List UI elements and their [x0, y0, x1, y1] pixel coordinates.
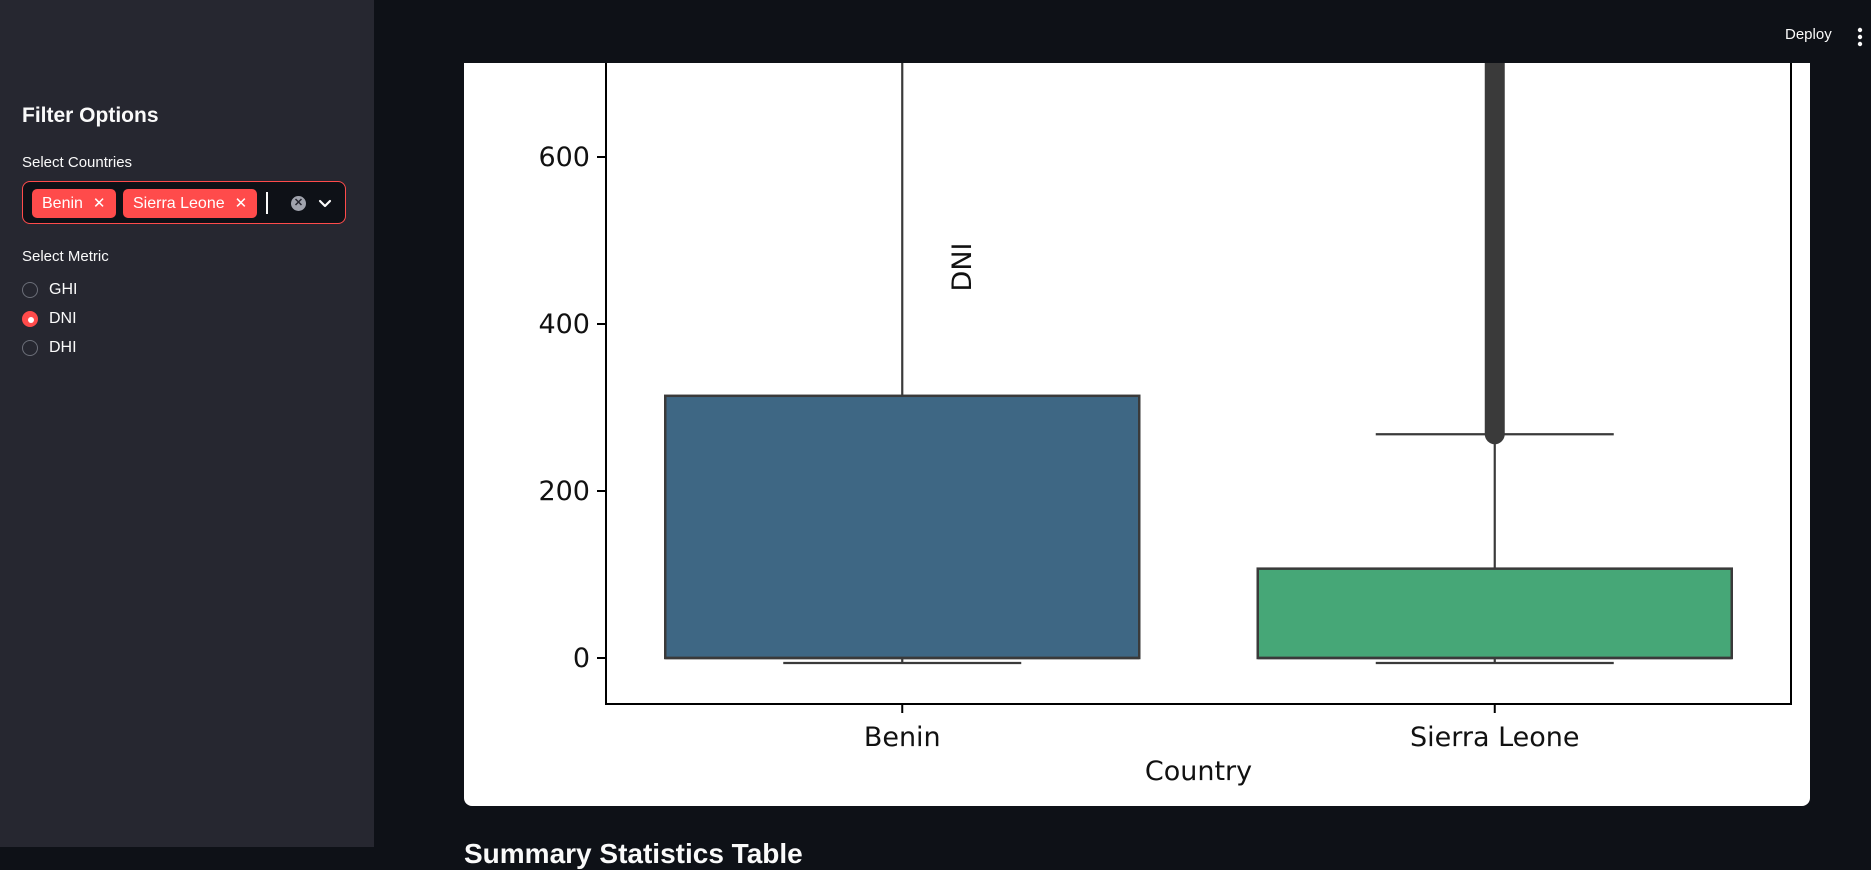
chip-label: Sierra Leone	[133, 195, 225, 212]
sidebar: Filter Options Select Countries Benin ✕ S…	[0, 0, 374, 847]
y-tick-label: 400	[538, 309, 590, 340]
y-tick-label: 600	[538, 142, 590, 173]
deploy-button[interactable]: Deploy	[1785, 26, 1832, 43]
chart-card: Benin Sierra Leone 0 200 400 600 Country DNI	[464, 0, 1810, 806]
chip-benin: Benin ✕	[32, 189, 116, 218]
radio-circle[interactable]	[22, 340, 38, 356]
y-axis-label: DNI	[947, 243, 978, 292]
dni-boxplot: Benin Sierra Leone 0 200 400 600 Country DNI	[538, 0, 1792, 787]
countries-multiselect[interactable]: Benin ✕ Sierra Leone ✕ ✕	[22, 181, 346, 224]
y-tick-label: 0	[573, 643, 590, 674]
radio-circle[interactable]	[22, 282, 38, 298]
clear-all-icon[interactable]: ✕	[291, 196, 306, 211]
radio-label: DNI	[49, 310, 77, 327]
box-0	[664, 394, 1141, 660]
radio-ghi[interactable]: GHI	[22, 279, 77, 301]
kebab-menu-icon[interactable]	[1857, 27, 1863, 47]
remove-chip-icon[interactable]: ✕	[234, 195, 248, 212]
x-axis-label: Country	[1145, 756, 1252, 787]
chip-label: Benin	[42, 195, 83, 212]
radio-dhi[interactable]: DHI	[22, 337, 77, 359]
sidebar-title: Filter Options	[22, 104, 159, 127]
text-cursor	[266, 192, 268, 214]
y-tick-label: 200	[538, 476, 590, 507]
radio-label: DHI	[49, 339, 77, 356]
box-1	[1256, 567, 1733, 660]
section-heading: Summary Statistics Table	[464, 838, 803, 869]
x-tick-label: Benin	[864, 722, 941, 753]
radio-label: GHI	[49, 281, 78, 298]
top-bar	[374, 0, 1871, 63]
radio-circle[interactable]	[22, 311, 38, 327]
metric-label: Select Metric	[22, 248, 109, 265]
chevron-down-icon[interactable]	[317, 195, 333, 211]
chip-sierra-leone: Sierra Leone ✕	[123, 189, 258, 218]
plot-frame	[605, 0, 1792, 705]
countries-label: Select Countries	[22, 154, 133, 171]
x-tick-label: Sierra Leone	[1410, 722, 1580, 753]
radio-dni[interactable]: DNI	[22, 308, 77, 330]
remove-chip-icon[interactable]: ✕	[92, 195, 106, 212]
